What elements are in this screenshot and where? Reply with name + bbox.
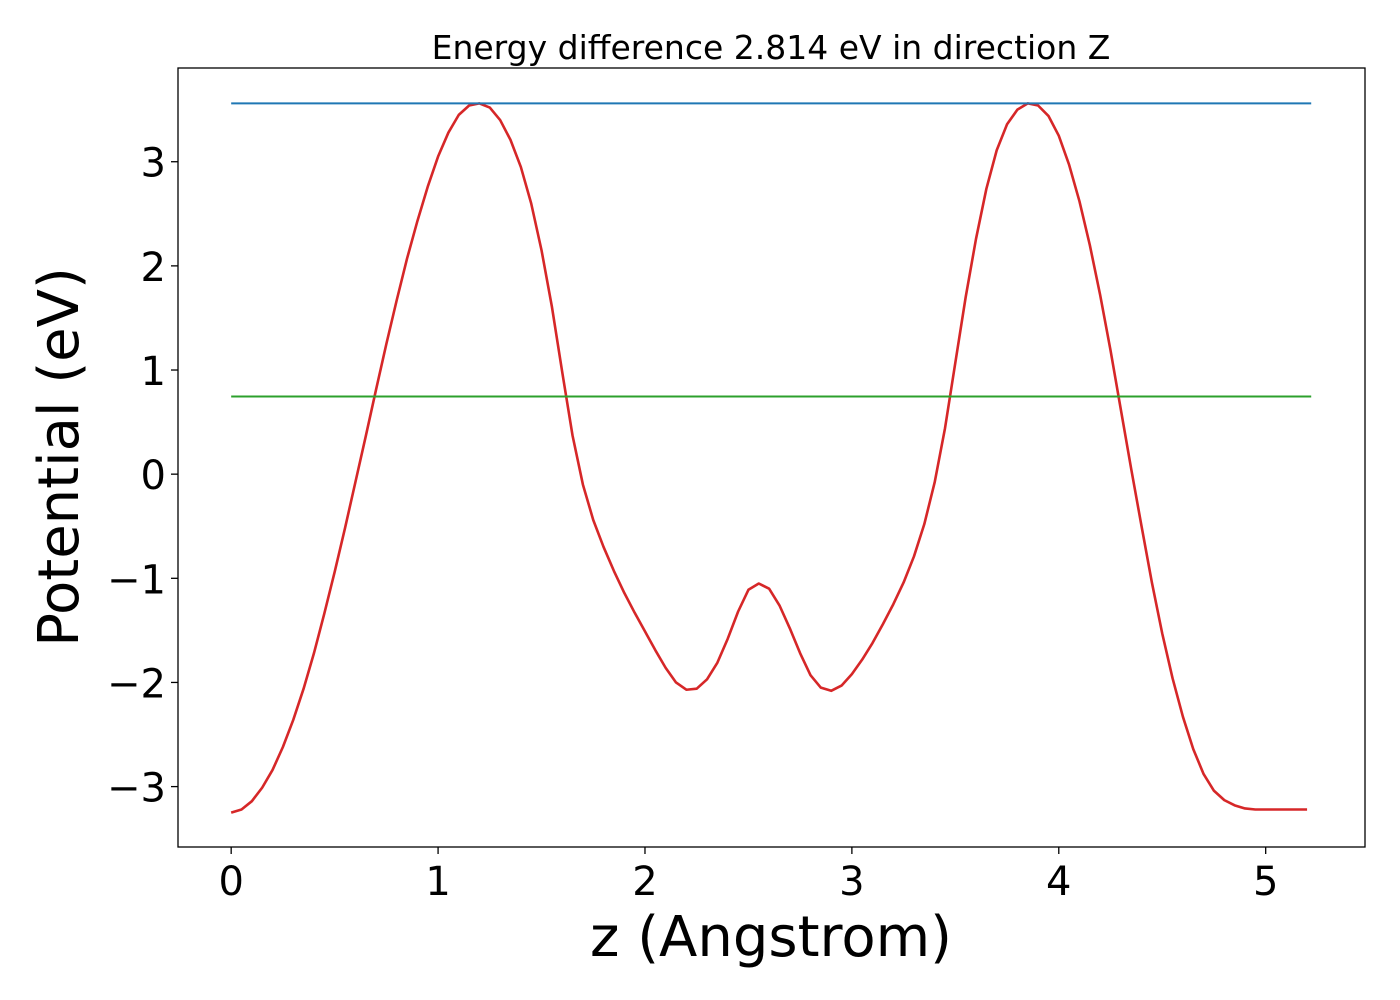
plot-area	[230, 102, 1312, 814]
y-tick-label: 3	[141, 141, 166, 187]
x-tick-label: 5	[1253, 859, 1278, 905]
y-tick-label: 2	[141, 245, 166, 291]
x-axis-label: z (Angstrom)	[590, 905, 952, 970]
x-tick-label: 3	[839, 859, 864, 905]
y-axis-ticks: −3 −2 −1 0 1 2 3	[107, 141, 178, 812]
series-line-0	[230, 102, 1308, 814]
chart-title: Energy difference 2.814 eV in direction …	[432, 28, 1111, 67]
x-tick-label: 4	[1046, 859, 1071, 905]
x-tick-label: 0	[218, 859, 243, 905]
x-tick-label: 1	[425, 859, 450, 905]
y-tick-label: 1	[141, 349, 166, 395]
y-tick-label: −2	[107, 661, 166, 707]
y-tick-label: −1	[107, 557, 166, 603]
y-axis-label: Potential (eV)	[27, 267, 92, 647]
y-tick-label: 0	[141, 453, 166, 499]
x-tick-label: 2	[632, 859, 657, 905]
x-axis-ticks: 0 1 2 3 4 5	[218, 847, 1278, 905]
y-tick-label: −3	[107, 766, 166, 812]
plot-frame	[177, 67, 1366, 848]
